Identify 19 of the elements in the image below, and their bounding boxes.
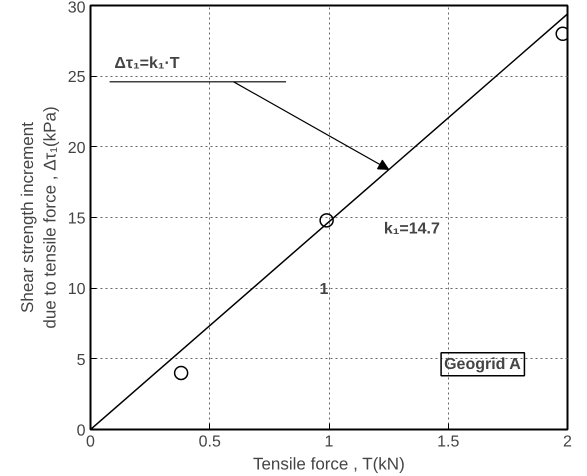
- y-axis-title: Shear strength increment due to tensile force , Δτ₁(kPa): [18, 106, 60, 329]
- y-tick-label: 10: [68, 281, 86, 298]
- x-axis-title: Tensile force , T(kN): [252, 454, 405, 474]
- y-tick-label: 0: [76, 422, 86, 440]
- x-tick-label: 1: [324, 434, 334, 450]
- y-tick-label: 20: [68, 140, 86, 157]
- annotation: Δτ₁=k₁·T: [114, 54, 180, 72]
- x-tick-label: 2: [563, 434, 572, 450]
- y-tick-label: 25: [68, 69, 86, 86]
- point: [319, 213, 334, 228]
- point: [174, 366, 188, 380]
- annotation: 1: [319, 280, 328, 298]
- x-tick-label: 0.5: [198, 434, 221, 450]
- annotation: Geogrid A: [444, 356, 522, 373]
- y-tick-label: 30: [68, 0, 86, 16]
- y-tick-label: 15: [68, 210, 86, 228]
- y-tick-label: 5: [76, 352, 86, 369]
- annotation: k₁=14.7: [384, 220, 440, 238]
- x-tick-label: 1.5: [437, 434, 460, 450]
